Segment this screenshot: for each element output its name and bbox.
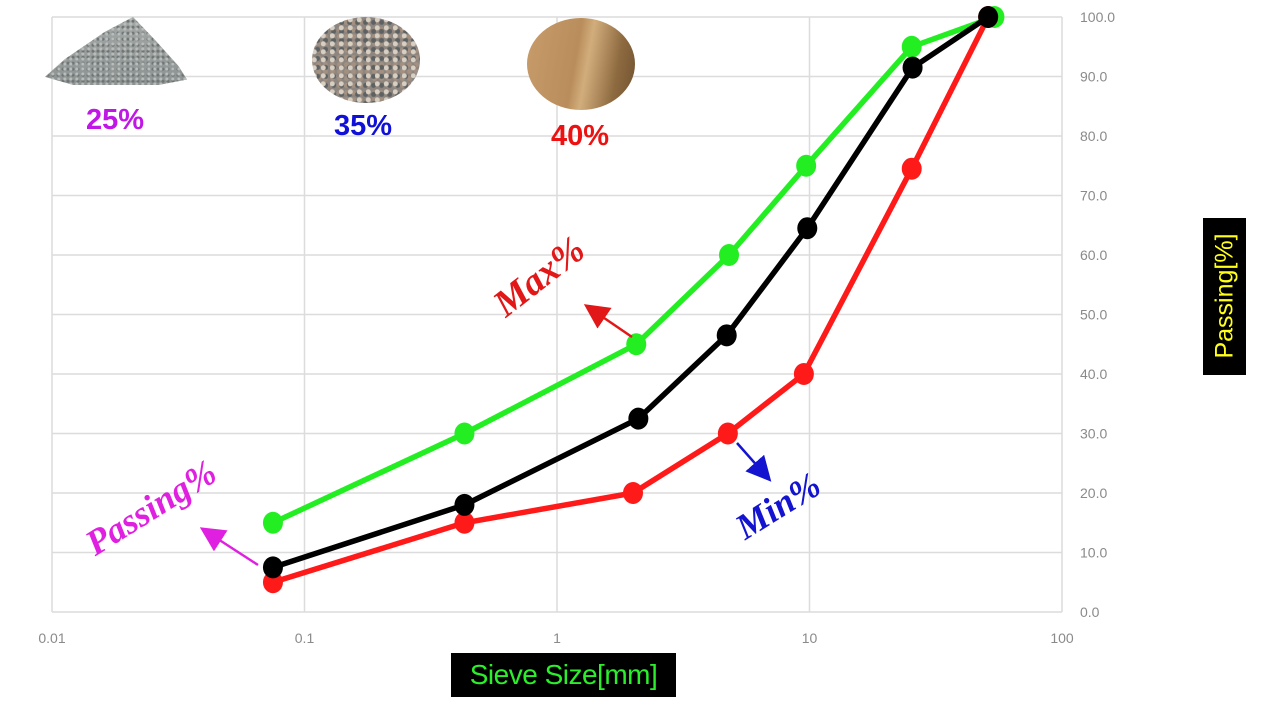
sand-percent: 40% — [551, 120, 610, 152]
x-tick-label: 10 — [802, 630, 818, 646]
y-tick-label: 60.0 — [1080, 247, 1107, 263]
y-tick-label: 80.0 — [1080, 128, 1107, 144]
min-arrow — [736, 442, 772, 482]
data-point — [901, 35, 922, 58]
gravel-percent: 35% — [334, 110, 393, 142]
data-point — [454, 493, 475, 516]
y-tick-label: 90.0 — [1080, 69, 1107, 85]
data-point — [796, 154, 817, 177]
passing-arrow — [199, 527, 259, 567]
data-point — [719, 244, 740, 266]
data-point — [797, 217, 818, 240]
data-point — [901, 157, 922, 180]
data-point — [262, 556, 283, 579]
data-point — [978, 6, 999, 28]
y-tick-label: 70.0 — [1080, 188, 1107, 204]
x-tick-label: 1 — [553, 630, 561, 646]
data-point — [454, 422, 475, 445]
x-tick-label: 0.01 — [38, 630, 65, 646]
sand-image — [527, 18, 635, 110]
max-arrow — [583, 304, 633, 339]
data-point — [717, 422, 738, 445]
data-point — [454, 511, 475, 534]
annotation-arrows — [199, 304, 772, 567]
x-tick-label: 0.1 — [295, 630, 315, 646]
y-tick-label: 40.0 — [1080, 366, 1107, 382]
data-point — [623, 482, 644, 504]
x-axis-ticks: 0.01 0.1 1 10 100 — [38, 630, 1074, 646]
y-tick-label: 10.0 — [1080, 545, 1107, 561]
y-axis-label-box — [1203, 218, 1246, 375]
series-max — [262, 6, 1005, 534]
y-axis-label: Passing[%] — [1210, 233, 1239, 359]
data-point — [902, 56, 923, 79]
x-axis-label: Sieve Size[mm] — [451, 653, 676, 697]
crushed-stone-percent: 25% — [86, 104, 145, 136]
series-passing — [262, 6, 999, 579]
y-tick-label: 100.0 — [1080, 9, 1115, 25]
y-axis-ticks: 0.0 10.0 20.0 30.0 40.0 50.0 60.0 70.0 80.0 90.0 1… — [1080, 9, 1115, 620]
data-point — [628, 407, 649, 430]
chart-series — [262, 6, 1005, 594]
y-tick-label: 20.0 — [1080, 485, 1107, 501]
gravel-image — [312, 17, 420, 103]
x-tick-label: 100 — [1050, 630, 1074, 646]
data-point — [793, 363, 814, 385]
y-tick-label: 30.0 — [1080, 426, 1107, 442]
chart-grid — [51, 16, 1063, 613]
y-tick-label: 50.0 — [1080, 307, 1107, 323]
data-point — [716, 324, 737, 347]
data-point — [262, 511, 283, 534]
data-point — [626, 333, 647, 356]
y-tick-label: 0.0 — [1080, 604, 1100, 620]
